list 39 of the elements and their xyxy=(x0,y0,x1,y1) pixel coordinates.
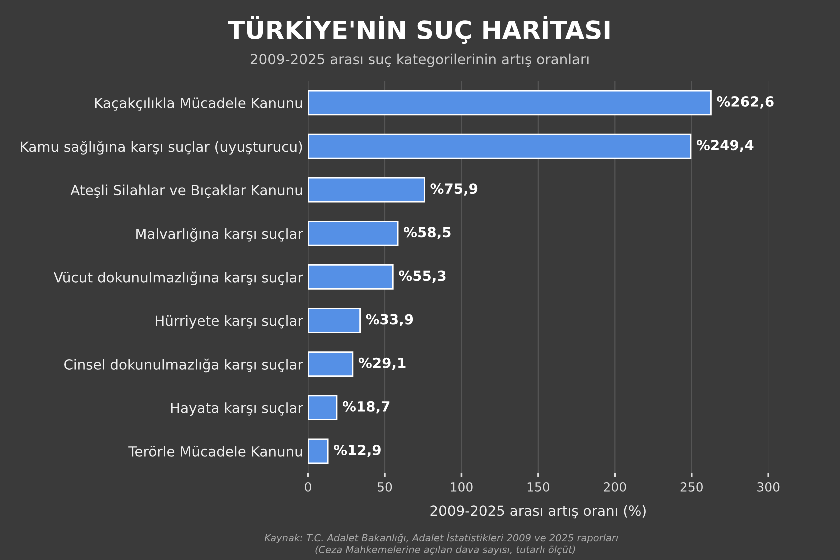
bar xyxy=(308,177,426,203)
text: Kaynak: T.C. Adalet Bakanlığı, Adalet İstatistikleri 2009 ve 2025 raporları xyxy=(264,532,618,544)
data-label: %75,9 xyxy=(430,184,478,196)
y-tick-label: Terörle Mücadele Kanunu xyxy=(128,446,302,457)
chart-title: TÜRKİYE'NİN SUÇ HARİTASI xyxy=(228,16,610,44)
data-label: %33,9 xyxy=(366,314,414,327)
data-label: %58,5 xyxy=(404,227,451,240)
y-tick-label: Ateşli Silahlar ve Bıçaklar Kanunu xyxy=(70,184,302,198)
bar xyxy=(308,90,712,116)
x-tick-label: 100 xyxy=(451,482,473,492)
x-tick-label: 200 xyxy=(604,482,626,492)
bar xyxy=(308,264,394,290)
bar xyxy=(308,220,399,246)
bar xyxy=(308,438,329,464)
x-tick-label: 250 xyxy=(680,482,703,492)
chart-subtitle: 2009-2025 arası suç kategorilerinin artış oranları xyxy=(250,54,589,68)
x-tick-label: 150 xyxy=(528,482,550,492)
bar xyxy=(308,395,338,421)
y-tick-label: Cinsel dokunulmazlığa karşı suçlar xyxy=(64,358,304,373)
bar xyxy=(308,352,354,377)
y-tick-label: Kamu sağlığına karşı suçlar (uyuşturucu) xyxy=(21,141,302,155)
x-tick-label: 0 xyxy=(305,482,312,492)
data-label: %262,6 xyxy=(717,96,774,109)
x-tick-label: 50 xyxy=(378,482,392,492)
data-label: %249,4 xyxy=(696,140,754,152)
y-tick-label: Vücut dokunulmazlığına karşı suçlar xyxy=(54,272,304,286)
y-tick-label: Kaçakçılıkla Mücadele Kanunu xyxy=(95,98,302,111)
y-tick-label: Hayata karşı suçlar xyxy=(171,402,304,416)
data-label: %18,7 xyxy=(342,401,390,414)
bar xyxy=(308,134,692,160)
data-label: %29,1 xyxy=(358,358,406,370)
x-axis-title: 2009-2025 arası artış oranı (%) xyxy=(430,505,646,519)
y-tick-label: Hürriyete karşı suçlar xyxy=(156,315,304,329)
y-tick-label: Malvarlığına karşı suçlar xyxy=(136,228,304,242)
data-label: %55,3 xyxy=(399,270,446,284)
data-label: %12,9 xyxy=(334,444,381,458)
x-tick-label: 300 xyxy=(758,482,780,492)
bar xyxy=(308,308,361,334)
text: (Ceza Mahkemelerine açılan dava sayısı, tutarlı ölçüt) xyxy=(316,546,576,556)
